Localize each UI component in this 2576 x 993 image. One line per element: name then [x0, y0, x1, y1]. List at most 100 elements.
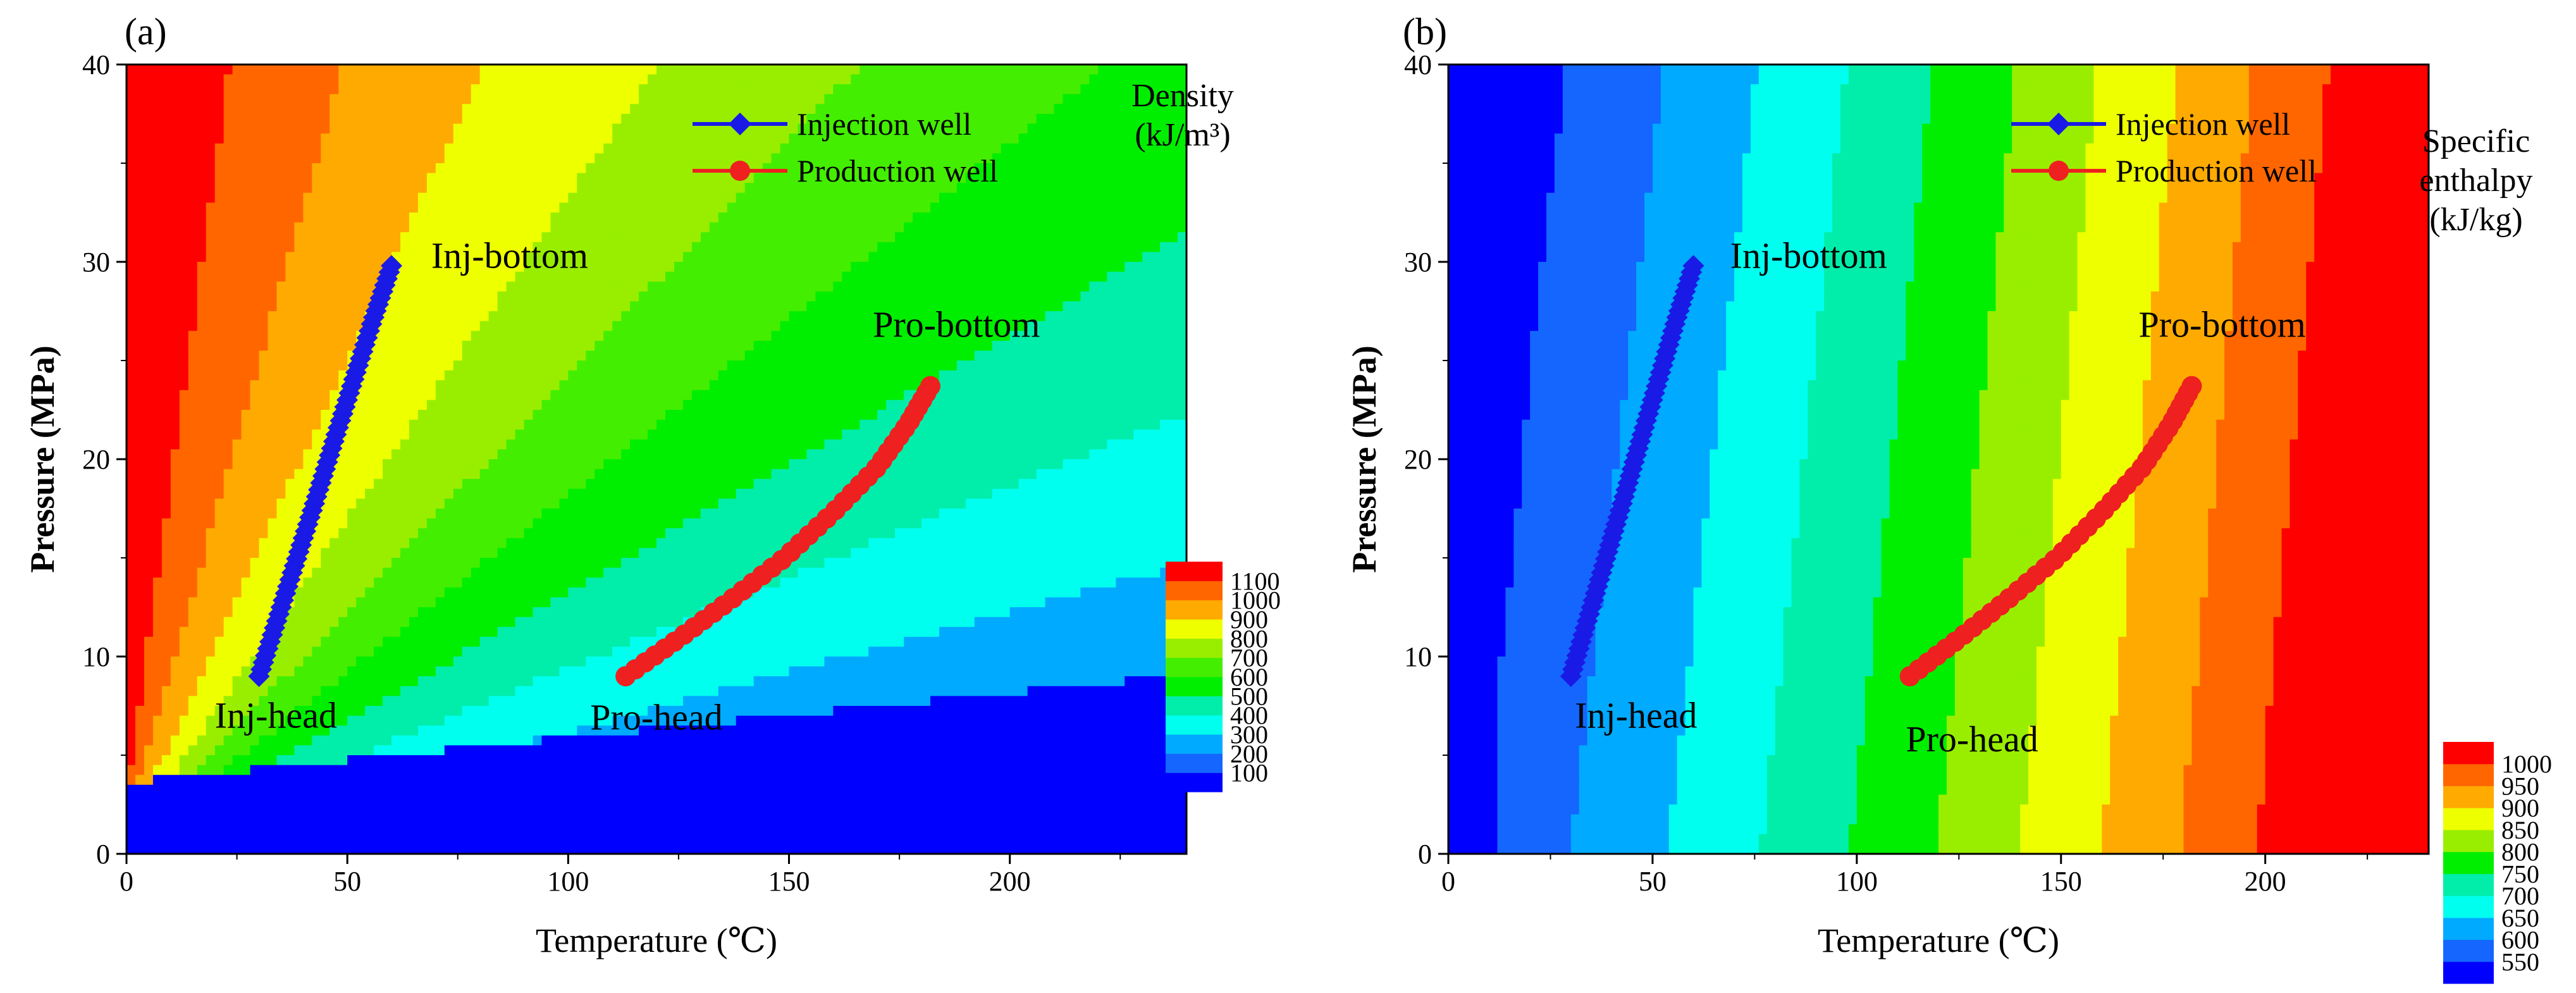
- contour-cell: [347, 716, 357, 726]
- contour-cell: [242, 65, 251, 75]
- contour-cell: [233, 400, 242, 410]
- contour-cell: [356, 765, 366, 775]
- contour-cell: [541, 420, 551, 430]
- contour-cell: [171, 627, 180, 637]
- contour-cell: [383, 321, 392, 331]
- contour-cell: [462, 301, 472, 311]
- contour-cell: [453, 627, 463, 637]
- contour-cell: [224, 805, 233, 815]
- contour-cell: [356, 498, 366, 509]
- contour-cell: [480, 420, 490, 430]
- contour-cell: [312, 736, 321, 746]
- contour-cell: [515, 509, 525, 519]
- contour-cell: [480, 844, 490, 854]
- contour-cell: [586, 65, 595, 75]
- contour-cell: [250, 627, 260, 637]
- contour-cell: [224, 223, 233, 233]
- contour-cell: [462, 637, 472, 647]
- contour-cell: [197, 745, 207, 755]
- contour-cell: [595, 84, 604, 94]
- contour-cell: [383, 144, 392, 154]
- contour-cell: [303, 114, 312, 124]
- contour-cell: [153, 528, 163, 538]
- contour-cell: [135, 252, 145, 262]
- contour-cell: [294, 94, 304, 104]
- contour-cell: [347, 627, 357, 637]
- contour-cell: [294, 607, 304, 617]
- contour-cell: [550, 440, 560, 450]
- contour-cell: [330, 65, 339, 75]
- contour-cell: [144, 75, 154, 85]
- contour-cell: [507, 528, 516, 538]
- contour-cell: [144, 153, 154, 163]
- contour-cell: [427, 755, 436, 765]
- contour-cell: [577, 124, 586, 134]
- contour-cell: [153, 824, 163, 834]
- contour-cell: [383, 597, 392, 607]
- contour-cell: [453, 459, 463, 469]
- contour-cell: [374, 607, 383, 617]
- contour-cell: [400, 686, 410, 696]
- contour-cell: [480, 696, 490, 706]
- contour-cell: [233, 75, 242, 85]
- contour-cell: [559, 173, 569, 183]
- contour-cell: [321, 193, 330, 203]
- contour-cell: [568, 321, 577, 331]
- contour-cell: [126, 400, 136, 410]
- contour-cell: [356, 815, 366, 825]
- contour-cell: [242, 311, 251, 321]
- contour-cell: [162, 84, 171, 94]
- contour-cell: [436, 153, 445, 163]
- contour-cell: [144, 202, 154, 213]
- contour-cell: [489, 449, 498, 459]
- contour-cell: [418, 657, 428, 667]
- contour-cell: [250, 459, 260, 469]
- contour-cell: [162, 676, 171, 686]
- contour-cell: [356, 805, 366, 815]
- contour-cell: [162, 173, 171, 183]
- contour-cell: [224, 65, 233, 75]
- contour-cell: [586, 361, 595, 371]
- contour-cell: [550, 202, 560, 213]
- contour-cell: [294, 755, 304, 765]
- contour-cell: [126, 292, 136, 302]
- contour-cell: [188, 765, 198, 775]
- contour-cell: [285, 667, 295, 677]
- contour-cell: [365, 65, 374, 75]
- contour-cell: [374, 153, 383, 163]
- contour-cell: [507, 538, 516, 548]
- contour-cell: [233, 213, 242, 223]
- contour-cell: [427, 568, 436, 578]
- contour-cell: [276, 371, 286, 381]
- contour-cell: [144, 696, 154, 706]
- contour-cell: [568, 440, 577, 450]
- contour-cell: [498, 686, 507, 696]
- contour-cell: [321, 124, 330, 134]
- contour-cell: [586, 745, 595, 755]
- contour-cell: [480, 183, 490, 193]
- contour-cell: [365, 509, 374, 519]
- contour-cell: [603, 350, 613, 361]
- contour-cell: [383, 232, 392, 242]
- contour-cell: [524, 183, 534, 193]
- contour-cell: [586, 84, 595, 94]
- contour-cell: [224, 528, 233, 538]
- contour-cell: [568, 617, 577, 627]
- contour-cell: [603, 459, 613, 469]
- contour-cell: [436, 627, 445, 637]
- contour-cell: [153, 242, 163, 252]
- contour-cell: [489, 104, 498, 114]
- contour-cell: [436, 548, 445, 558]
- contour-cell: [524, 706, 534, 716]
- contour-cell: [418, 281, 428, 292]
- contour-cell: [524, 607, 534, 617]
- contour-cell: [603, 292, 613, 302]
- contour-cell: [515, 420, 525, 430]
- contour-cell: [303, 281, 312, 292]
- contour-cell: [197, 667, 207, 677]
- contour-cell: [356, 65, 366, 75]
- contour-cell: [338, 311, 348, 321]
- contour-cell: [436, 588, 445, 598]
- contour-cell: [507, 617, 516, 627]
- contour-cell: [533, 429, 542, 440]
